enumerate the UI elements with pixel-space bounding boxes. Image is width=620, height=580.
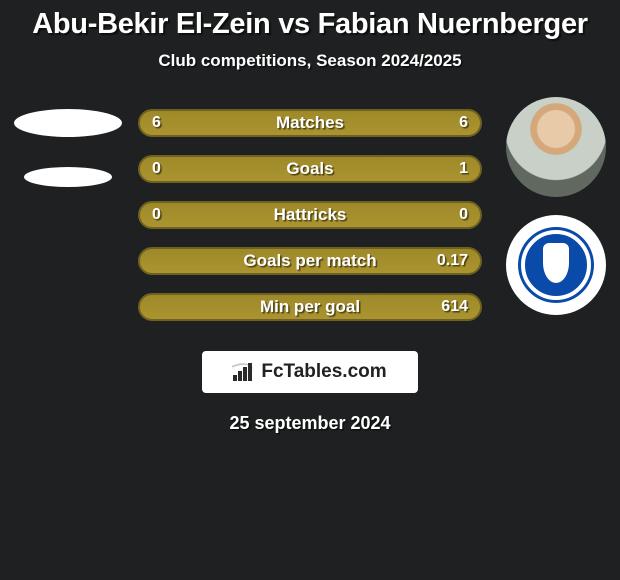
stat-label: Matches bbox=[140, 113, 480, 133]
stat-row-min-per-goal: Min per goal 614 bbox=[138, 293, 482, 321]
stat-right-value: 1 bbox=[459, 160, 468, 178]
stat-bars: 6 Matches 6 0 Goals 1 0 Hattricks 0 Goal… bbox=[138, 109, 482, 339]
stat-right-value: 6 bbox=[459, 114, 468, 132]
stat-row-matches: 6 Matches 6 bbox=[138, 109, 482, 137]
left-player-club-placeholder bbox=[24, 167, 112, 187]
season-subtitle: Club competitions, Season 2024/2025 bbox=[0, 51, 620, 71]
stat-right-value: 0.17 bbox=[437, 252, 468, 270]
right-player-column bbox=[502, 97, 610, 315]
brand-badge: FcTables.com bbox=[202, 351, 418, 393]
stat-right-value: 614 bbox=[441, 298, 468, 316]
bars-icon bbox=[233, 363, 255, 381]
stat-left-value: 0 bbox=[152, 206, 161, 224]
stat-row-goals-per-match: Goals per match 0.17 bbox=[138, 247, 482, 275]
stat-left-value: 0 bbox=[152, 160, 161, 178]
stat-label: Goals per match bbox=[140, 251, 480, 271]
date-caption: 25 september 2024 bbox=[0, 413, 620, 434]
stat-row-goals: 0 Goals 1 bbox=[138, 155, 482, 183]
page-title: Abu-Bekir El-Zein vs Fabian Nuernberger bbox=[0, 0, 620, 41]
right-player-avatar bbox=[506, 97, 606, 197]
stat-left-value: 6 bbox=[152, 114, 161, 132]
stat-label: Goals bbox=[140, 159, 480, 179]
comparison-area: 6 Matches 6 0 Goals 1 0 Hattricks 0 Goal… bbox=[0, 97, 620, 347]
left-player-column bbox=[8, 97, 128, 187]
stat-row-hattricks: 0 Hattricks 0 bbox=[138, 201, 482, 229]
brand-text: FcTables.com bbox=[261, 361, 386, 383]
left-player-avatar-placeholder bbox=[14, 109, 122, 137]
stat-label: Min per goal bbox=[140, 297, 480, 317]
stat-right-value: 0 bbox=[459, 206, 468, 224]
stat-label: Hattricks bbox=[140, 205, 480, 225]
club-badge-inner bbox=[521, 230, 591, 300]
right-player-club-badge bbox=[506, 215, 606, 315]
